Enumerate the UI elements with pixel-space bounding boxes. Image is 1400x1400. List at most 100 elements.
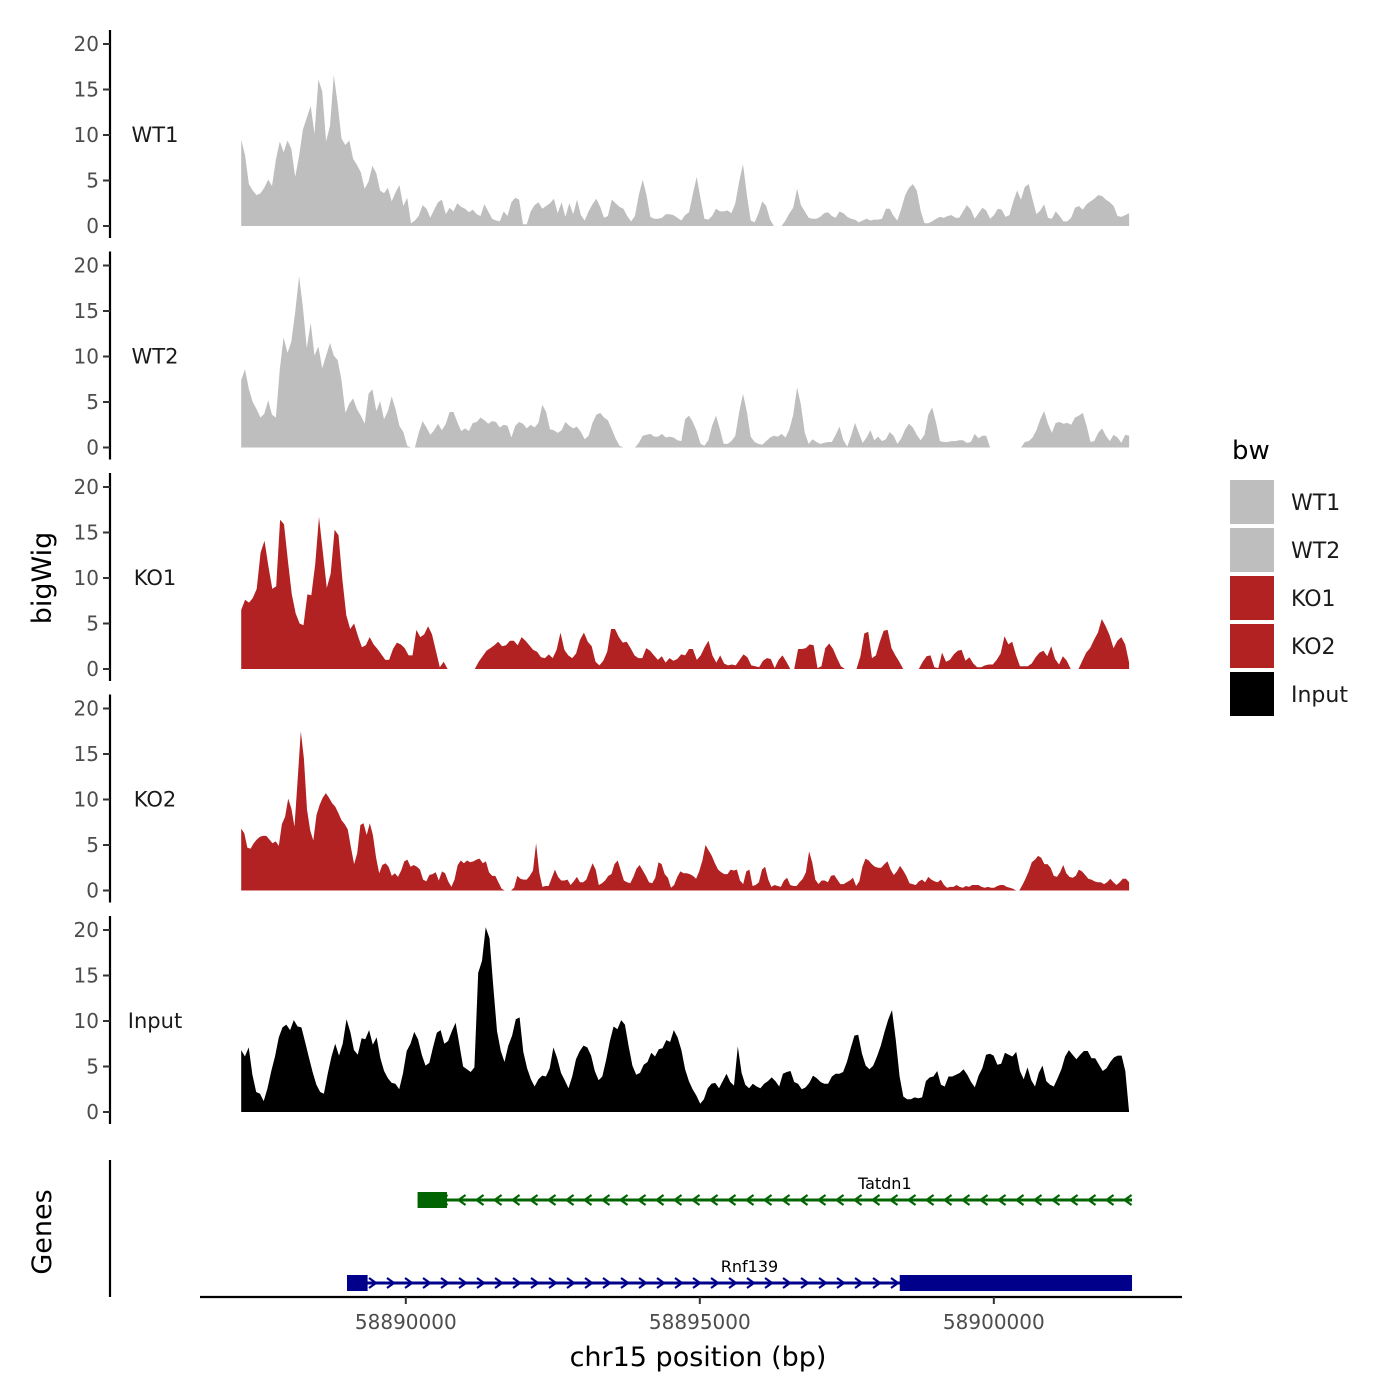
strand-arrow (620, 1277, 630, 1289)
y-tick-label: 10 (74, 566, 99, 590)
genes-track-label: Genes (27, 1189, 58, 1274)
strand-arrow (924, 1194, 935, 1206)
y-tick-label: 15 (74, 964, 99, 988)
strand-arrow (762, 1194, 773, 1206)
legend: bw WT1 WT2 KO1 KO2 Input (1230, 436, 1348, 716)
strand-arrow (800, 1277, 810, 1289)
signal-area-wt2 (241, 276, 1130, 448)
strand-arrow (852, 1194, 863, 1206)
strand-arrow (368, 1277, 378, 1289)
strand-arrow (708, 1194, 719, 1206)
strand-arrow (548, 1277, 558, 1289)
strand-arrow (798, 1194, 809, 1206)
y-tick-label: 15 (74, 299, 99, 323)
strand-arrow (456, 1194, 467, 1206)
strand-arrow (782, 1277, 792, 1289)
y-tick-label: 20 (74, 918, 99, 942)
strand-arrow (1068, 1194, 1079, 1206)
y-tick-label: 5 (86, 390, 99, 414)
track-ko2: 0 5 10 15 20 KO2 (74, 694, 1130, 903)
x-tick-label: 58890000 (355, 1310, 457, 1334)
exon-block (899, 1275, 1133, 1291)
strand-arrow (1104, 1194, 1115, 1206)
strand-arrow (870, 1194, 881, 1206)
strand-arrow (564, 1194, 575, 1206)
y-tick-label: 15 (74, 521, 99, 545)
strand-arrow (728, 1277, 738, 1289)
strand-arrow (780, 1194, 791, 1206)
strand-arrow (888, 1194, 899, 1206)
y-tick-label: 0 (86, 436, 99, 460)
strand-arrow (386, 1277, 396, 1289)
strand-arrow (530, 1277, 540, 1289)
strand-arrow (996, 1194, 1007, 1206)
signal-tracks: 0 5 10 15 20 WT1 0 5 10 15 20 WT2 0 5 10 15 20 KO1 0 5 10 15 2… (74, 30, 1130, 1124)
strand-arrow (834, 1194, 845, 1206)
strand-arrow (1050, 1194, 1061, 1206)
legend-key-input (1230, 672, 1274, 716)
strand-arrow (582, 1194, 593, 1206)
strand-arrow (404, 1277, 414, 1289)
legend-title: bw (1232, 436, 1270, 466)
y-tick-label: 20 (74, 32, 99, 56)
x-axis-title: chr15 position (bp) (570, 1342, 827, 1373)
strand-arrow (546, 1194, 557, 1206)
strand-arrow (746, 1277, 756, 1289)
legend-label-input: Input (1291, 683, 1348, 708)
legend-key-ko1 (1230, 576, 1274, 620)
gene-rnf139: Rnf139 (347, 1257, 1133, 1291)
strand-arrow (510, 1194, 521, 1206)
signal-area-wt1 (241, 74, 1130, 227)
strand-arrow (512, 1277, 522, 1289)
legend-label-ko1: KO1 (1291, 587, 1336, 612)
track-label-input: Input (128, 1009, 182, 1033)
exon-block (347, 1275, 368, 1291)
track-label-ko1: KO1 (134, 566, 177, 590)
y-axis-title: bigWig (27, 532, 58, 625)
strand-arrow (960, 1194, 971, 1206)
gene-label: Rnf139 (721, 1257, 778, 1276)
strand-arrow (710, 1277, 720, 1289)
y-tick-label: 10 (74, 1009, 99, 1033)
y-tick-label: 5 (86, 1055, 99, 1079)
strand-arrow (1086, 1194, 1097, 1206)
strand-arrow (1014, 1194, 1025, 1206)
gene-track: Tatdn1 Rnf139 (108, 1160, 1133, 1297)
strand-arrow (602, 1277, 612, 1289)
exon-block (417, 1192, 447, 1208)
track-wt2: 0 5 10 15 20 WT2 (74, 251, 1130, 460)
track-input: 0 5 10 15 20 Input (74, 916, 1130, 1124)
track-label-ko2: KO2 (134, 788, 177, 812)
y-tick-label: 15 (74, 742, 99, 766)
signal-area-ko2 (241, 731, 1130, 891)
y-tick-label: 10 (74, 345, 99, 369)
strand-arrow (890, 1277, 900, 1289)
strand-arrow (1122, 1194, 1133, 1206)
legend-label-wt1: WT1 (1291, 491, 1340, 516)
legend-key-ko2 (1230, 624, 1274, 668)
strand-arrow (690, 1194, 701, 1206)
strand-arrow (458, 1277, 468, 1289)
y-tick-label: 10 (74, 123, 99, 147)
strand-arrow (422, 1277, 432, 1289)
strand-arrow (942, 1194, 953, 1206)
y-tick-label: 0 (86, 214, 99, 238)
strand-arrow (474, 1194, 485, 1206)
y-tick-label: 10 (74, 788, 99, 812)
strand-arrow (600, 1194, 611, 1206)
y-tick-label: 15 (74, 78, 99, 102)
strand-arrow (816, 1194, 827, 1206)
signal-area-ko1 (241, 517, 1130, 669)
strand-arrow (906, 1194, 917, 1206)
y-tick-label: 20 (74, 254, 99, 278)
x-tick-label: 58895000 (649, 1310, 751, 1334)
strand-arrow (692, 1277, 702, 1289)
strand-arrow (978, 1194, 989, 1206)
strand-arrow (492, 1194, 503, 1206)
strand-arrow (656, 1277, 666, 1289)
x-tick-label: 58900000 (943, 1310, 1045, 1334)
strand-arrow (672, 1194, 683, 1206)
track-label-wt2: WT2 (132, 345, 179, 369)
strand-arrow (440, 1277, 450, 1289)
